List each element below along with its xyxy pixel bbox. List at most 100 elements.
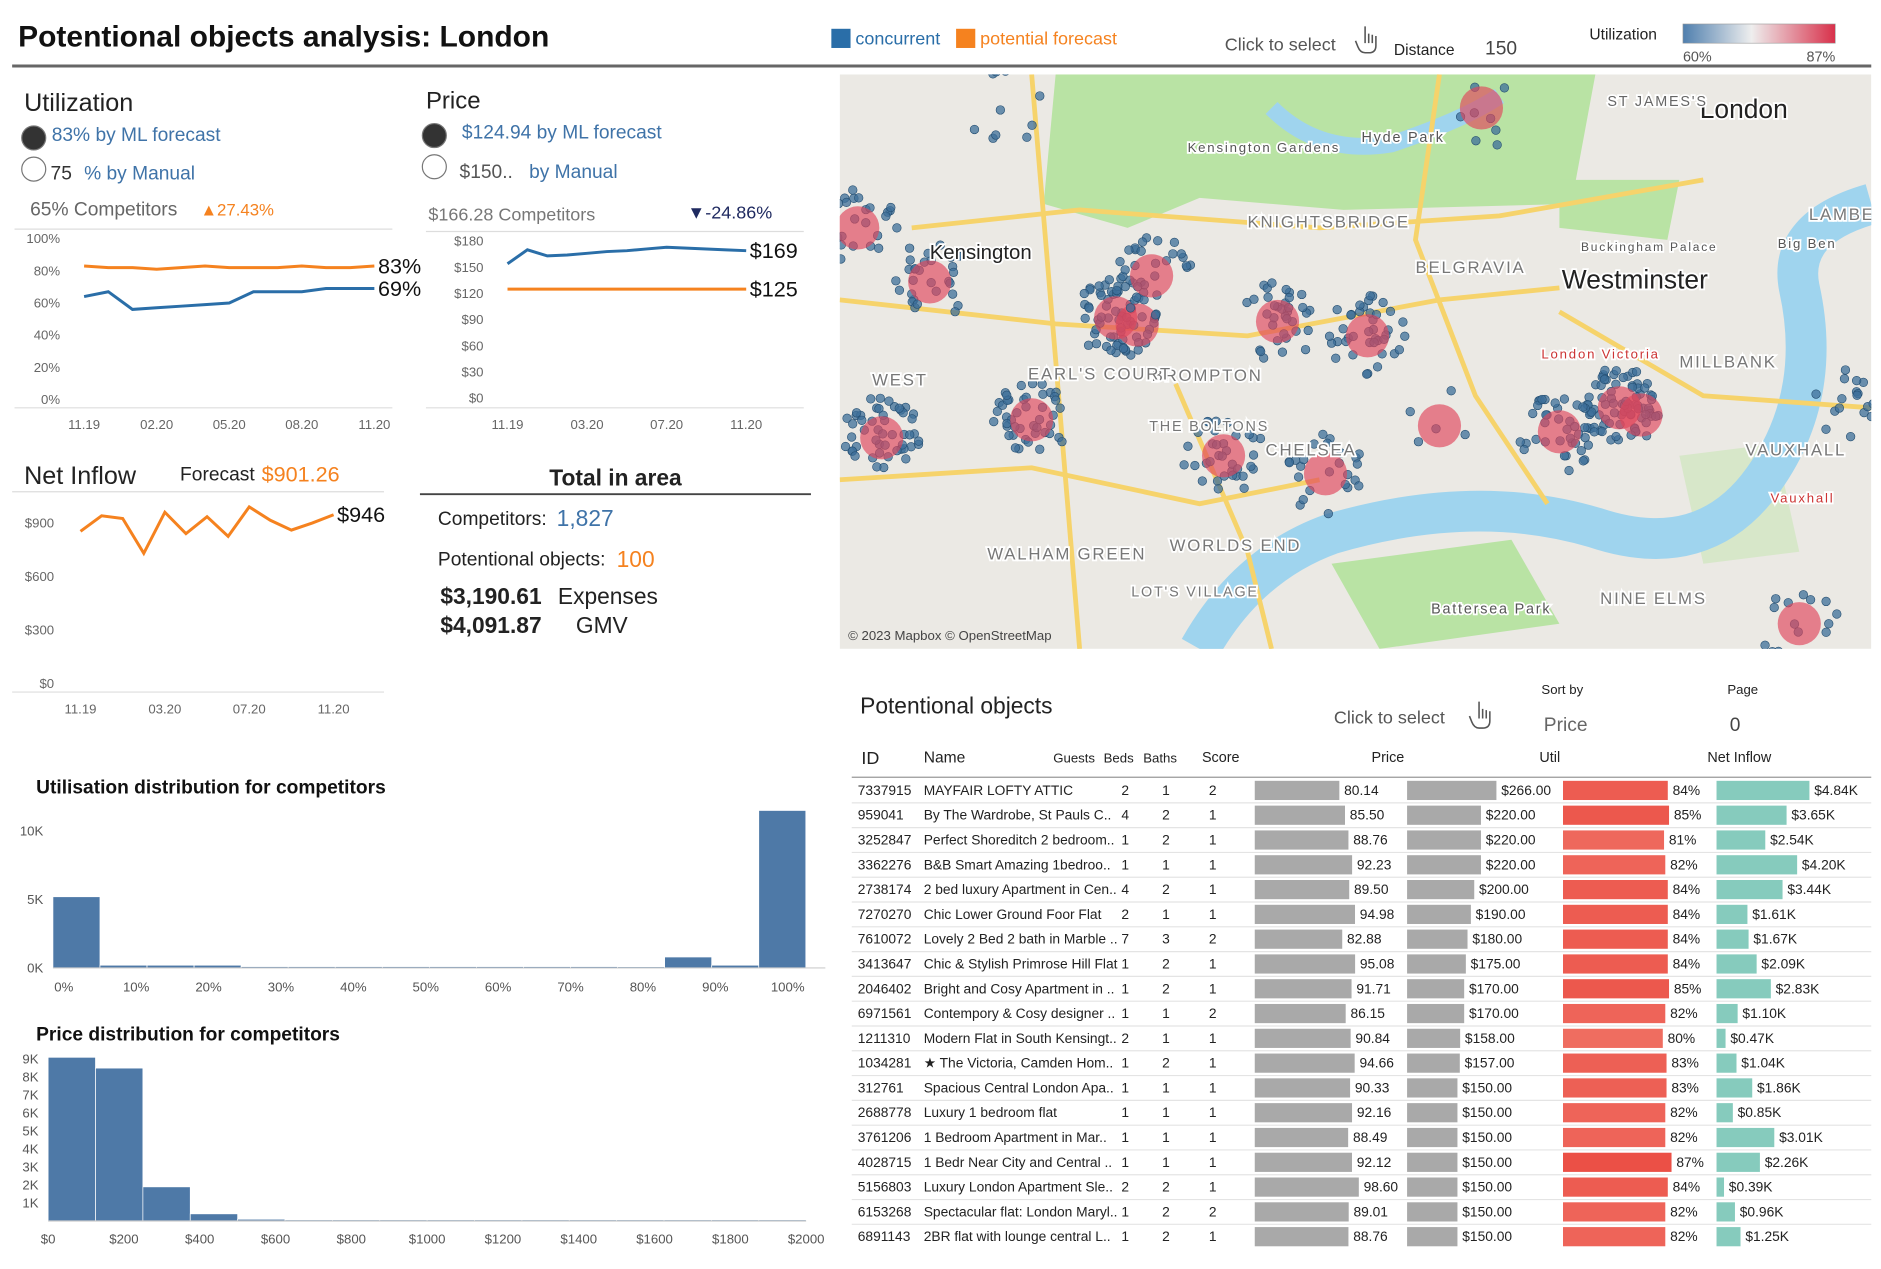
bar (47, 1056, 96, 1222)
bar (758, 810, 807, 969)
score-bar (1254, 1152, 1352, 1172)
x-tick-label: $800 (337, 1232, 366, 1247)
map-point (1398, 317, 1408, 327)
x-tick-label: $2000 (788, 1232, 825, 1247)
score-bar-label: 89.01 (1353, 1204, 1387, 1219)
cell-beds: 2 (1162, 1180, 1170, 1195)
score-bar (1254, 830, 1349, 850)
score-bar-label: 98.60 (1364, 1180, 1399, 1195)
map-point (1267, 278, 1277, 288)
map-object (1130, 254, 1174, 298)
y-tick-label: 100% (26, 231, 60, 246)
cell-baths: 2 (1209, 783, 1217, 798)
inflow-bar (1716, 1103, 1733, 1123)
x-tick-label: 80% (630, 980, 657, 995)
hand-icon[interactable] (1354, 26, 1377, 54)
x-tick-label: $1800 (712, 1232, 749, 1247)
score-bar-label: 90.33 (1355, 1080, 1390, 1095)
util-bar (1563, 855, 1666, 875)
util-bar-label: 83% (1671, 1056, 1699, 1071)
map-object (839, 206, 880, 250)
score-bar (1254, 1003, 1346, 1024)
map-point (1771, 594, 1781, 604)
cell-baths: 1 (1209, 981, 1217, 996)
cell-id: 7270270 (858, 907, 912, 922)
x-tick-label: $0 (41, 1232, 56, 1247)
map-point (907, 414, 917, 424)
inflow-bar-label: $2.26K (1765, 1155, 1809, 1170)
util-bar (1563, 1053, 1667, 1073)
bar (664, 956, 713, 969)
map-point (1112, 285, 1122, 296)
ml-forecast: $124.94 by ML forecast (462, 123, 662, 144)
price-bar (1407, 1177, 1458, 1197)
map-point (1284, 292, 1294, 303)
cell-baths: 1 (1209, 1056, 1217, 1071)
bar (189, 1213, 238, 1222)
map-point (1332, 305, 1342, 315)
inflow-bar-label: $1.25K (1745, 1229, 1789, 1244)
map-point (857, 415, 867, 425)
y-tick-label: $150 (454, 260, 483, 275)
util-bar-label: 82% (1670, 1105, 1698, 1120)
map-object (1255, 299, 1300, 344)
cell-beds: 1 (1162, 1105, 1170, 1120)
map-point (1131, 292, 1142, 302)
price-bar (1407, 855, 1481, 875)
radio[interactable] (421, 154, 447, 180)
cell-name: By The Wardrobe, St Pauls C.. (924, 808, 1112, 823)
map-label: NINE ELMS (1600, 589, 1707, 608)
map-point (1038, 389, 1048, 399)
price-bar (1407, 1003, 1465, 1024)
radio[interactable] (21, 156, 47, 182)
chart-title: Utilisation distribution for competitors (36, 778, 386, 799)
price-bar (1407, 830, 1481, 850)
score-bar (1254, 1103, 1353, 1123)
radio-selected[interactable] (21, 125, 47, 151)
x-tick-label: 05.20 (213, 417, 246, 432)
map-point (1137, 237, 1148, 247)
x-tick-label: 07.20 (233, 701, 266, 716)
price-bar-label: $190.00 (1476, 907, 1526, 922)
price-bar-label: $157.00 (1465, 1056, 1515, 1071)
map-point (1303, 325, 1313, 336)
map-point (847, 432, 857, 442)
map-point (854, 193, 864, 203)
panel-title: Price (426, 87, 481, 114)
radio-selected[interactable] (421, 122, 447, 149)
map-point (1002, 74, 1009, 76)
map-point (1852, 390, 1862, 400)
cell-name: 2BR flat with lounge central L.. (924, 1229, 1111, 1244)
map-point (1832, 609, 1842, 619)
map-point (1578, 402, 1588, 412)
inflow-bar (1716, 1053, 1737, 1073)
price-bar (1407, 1028, 1461, 1048)
y-tick-label: $0 (469, 391, 484, 406)
cell-id: 6971561 (858, 1006, 912, 1021)
cell-baths: 1 (1209, 1155, 1217, 1170)
map-point (1124, 245, 1134, 255)
map-point (874, 404, 884, 414)
cell-id: 3761206 (858, 1130, 912, 1145)
price-bar (1407, 954, 1466, 974)
map-point (1293, 472, 1304, 482)
column-header: Baths (1143, 751, 1177, 766)
map-point (1824, 619, 1834, 629)
map-point (1027, 120, 1037, 130)
map-label: Kensington (930, 242, 1032, 264)
map-point (1492, 140, 1502, 150)
map-point (1821, 424, 1831, 434)
price-bar (1407, 1103, 1458, 1123)
cell-id: 7610072 (858, 932, 912, 947)
score-bar-label: 92.12 (1357, 1155, 1391, 1170)
hand-icon[interactable] (1468, 701, 1491, 729)
price-bar (1407, 1152, 1458, 1172)
inflow-bar (1716, 1028, 1726, 1048)
map-point (1193, 427, 1203, 437)
cell-baths: 1 (1209, 833, 1217, 848)
map-point (992, 406, 1002, 417)
inflow-bar-label: $4.20K (1802, 857, 1846, 872)
map-point (1365, 291, 1375, 301)
map-point (1244, 429, 1254, 440)
